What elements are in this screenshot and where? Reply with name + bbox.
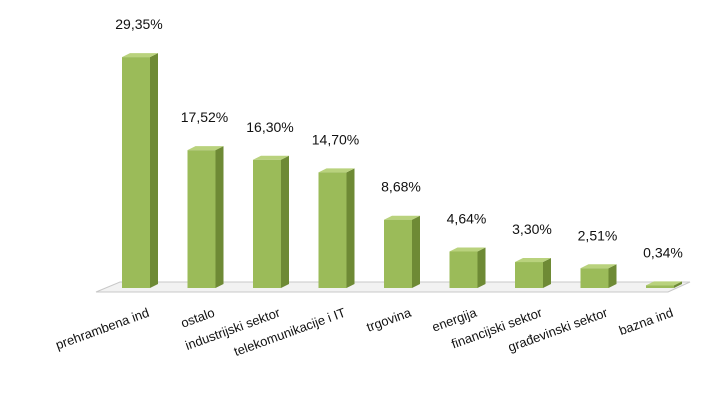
- category-label-1: prehrambena ind: [54, 305, 151, 353]
- data-label-6: 4,64%: [447, 210, 487, 226]
- data-label-5: 8,68%: [381, 179, 421, 195]
- bar-6: [449, 247, 486, 288]
- bar-7: [515, 258, 551, 288]
- category-label-9: bazna ind: [617, 305, 675, 338]
- bar-5: [384, 215, 420, 288]
- data-label-8: 2,51%: [578, 227, 618, 243]
- bar-4: [318, 168, 355, 288]
- bar-1: [122, 53, 158, 288]
- data-label-1: 29,35%: [115, 16, 162, 32]
- category-label-5: trgovina: [364, 304, 413, 334]
- data-label-7: 3,30%: [512, 221, 552, 237]
- bar-2: [187, 146, 224, 288]
- bar-8: [580, 264, 617, 288]
- data-label-2: 17,52%: [181, 109, 228, 125]
- category-label-4: telekomunikacije i IT: [232, 305, 348, 359]
- bar-9: [646, 281, 682, 288]
- data-label-3: 16,30%: [246, 119, 293, 135]
- data-label-9: 0,34%: [643, 244, 683, 260]
- bar-3: [253, 155, 289, 288]
- category-label-2: ostalo: [179, 305, 217, 331]
- data-label-4: 14,70%: [312, 131, 359, 147]
